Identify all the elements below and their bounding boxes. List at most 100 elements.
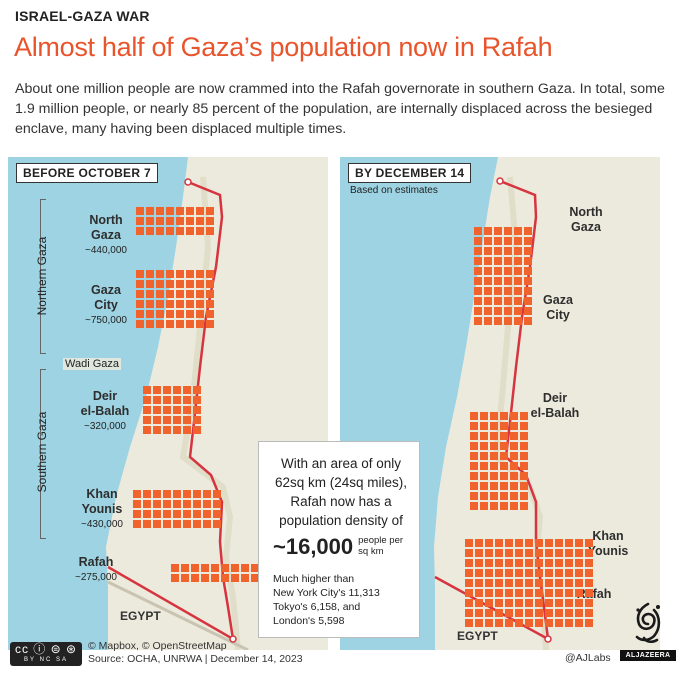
population-square (465, 599, 473, 607)
population-square (535, 609, 543, 617)
population-square (166, 217, 174, 225)
population-square (470, 492, 478, 500)
population-square (163, 426, 171, 434)
squares-deir-el-balah (143, 386, 201, 434)
population-square (186, 280, 194, 288)
population-square (206, 207, 214, 215)
population-square (156, 227, 164, 235)
population-square (545, 619, 553, 627)
population-square (183, 490, 191, 498)
population-square (475, 549, 483, 557)
aljazeera-wordmark: ALJAZEERA (620, 650, 676, 661)
population-square (510, 492, 518, 500)
border-node (229, 635, 237, 643)
after-tag: BY DECEMBER 14 (348, 163, 472, 183)
population-square (465, 569, 473, 577)
population-square (524, 237, 532, 245)
population-square (545, 569, 553, 577)
compare-heading: Much higher than (273, 573, 355, 585)
population-square (475, 539, 483, 547)
population-square (485, 549, 493, 557)
population-square (480, 472, 488, 480)
squares-north-gaza (136, 207, 214, 235)
population-square (504, 227, 512, 235)
population-square (494, 277, 502, 285)
population-square (153, 520, 161, 528)
population-square (514, 287, 522, 295)
population-square (510, 482, 518, 490)
border-node (544, 635, 552, 643)
population-square (490, 462, 498, 470)
population-square (183, 500, 191, 508)
population-square (515, 579, 523, 587)
population-square (535, 599, 543, 607)
population-square (181, 574, 189, 582)
map-before: BEFORE OCTOBER 7 Northern Gaza Southern … (8, 157, 328, 650)
population-square (585, 559, 593, 567)
kicker: ISRAEL-GAZA WAR (15, 8, 150, 24)
population-square (173, 416, 181, 424)
population-square (480, 492, 488, 500)
population-square (524, 267, 532, 275)
social-handle[interactable]: @AJLabs (565, 652, 611, 664)
population-square (186, 217, 194, 225)
population-square (173, 510, 181, 518)
population-square (545, 589, 553, 597)
population-square (565, 589, 573, 597)
population-square (490, 482, 498, 490)
population-square (485, 569, 493, 577)
population-square (166, 227, 174, 235)
population-square (520, 432, 528, 440)
population-square (494, 307, 502, 315)
population-square (585, 569, 593, 577)
population-square (475, 609, 483, 617)
population-square (193, 426, 201, 434)
population-square (484, 237, 492, 245)
population-square (146, 320, 154, 328)
population-square (495, 549, 503, 557)
population-square (535, 549, 543, 557)
population-square (520, 492, 528, 500)
population-square (505, 539, 513, 547)
population-square (213, 490, 221, 498)
border-node (496, 177, 504, 185)
place-gaza-city: Gaza City ~750,000 (85, 283, 127, 326)
population-square (193, 396, 201, 404)
population-square (504, 257, 512, 265)
population-square (136, 270, 144, 278)
population-square (495, 589, 503, 597)
population-square (146, 217, 154, 225)
population-square (515, 599, 523, 607)
population-square (193, 406, 201, 414)
population-square (211, 574, 219, 582)
population-square (196, 320, 204, 328)
population-square (143, 520, 151, 528)
population-square (500, 432, 508, 440)
intro-text: About one million people are now crammed… (15, 81, 665, 137)
population-square (193, 386, 201, 394)
egypt-border-line (107, 565, 234, 641)
population-square (520, 502, 528, 510)
population-square (156, 300, 164, 308)
population-square (146, 310, 154, 318)
population-square (510, 502, 518, 510)
population-square (475, 569, 483, 577)
aljazeera-logo[interactable]: ALJAZEERA (620, 600, 676, 666)
place-deir-el-balah: Deir el-Balah (530, 391, 580, 420)
population-square (524, 257, 532, 265)
population-square (136, 320, 144, 328)
population-square (133, 510, 141, 518)
population-square (166, 300, 174, 308)
population-square (480, 422, 488, 430)
population-square (520, 482, 528, 490)
population-square (585, 599, 593, 607)
population-square (525, 559, 533, 567)
creative-commons-badge[interactable]: cc ⓘ ⊜ ⊛ BY NC SA (10, 642, 82, 666)
population-square (480, 412, 488, 420)
population-square (251, 574, 259, 582)
region-label-south: Southern Gaza (35, 411, 49, 493)
population-square (201, 564, 209, 572)
population-square (156, 280, 164, 288)
population-square (186, 227, 194, 235)
population-square (480, 432, 488, 440)
